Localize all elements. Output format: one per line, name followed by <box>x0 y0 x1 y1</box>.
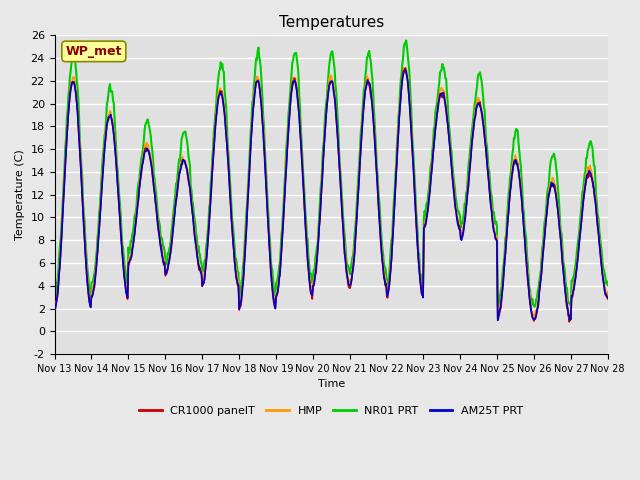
Legend: CR1000 panelT, HMP, NR01 PRT, AM25T PRT: CR1000 panelT, HMP, NR01 PRT, AM25T PRT <box>135 401 527 420</box>
Title: Temperatures: Temperatures <box>278 15 384 30</box>
X-axis label: Time: Time <box>317 379 345 389</box>
Text: WP_met: WP_met <box>65 45 122 58</box>
Y-axis label: Temperature (C): Temperature (C) <box>15 149 25 240</box>
